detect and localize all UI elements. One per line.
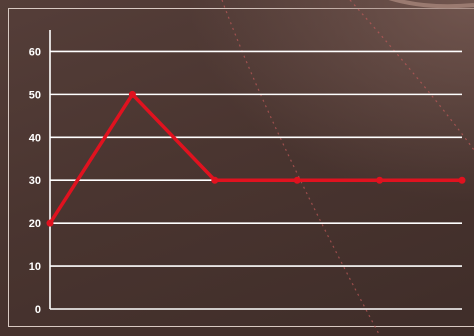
y-tick-label-40: 40 bbox=[29, 132, 41, 144]
y-tick-label-20: 20 bbox=[29, 218, 41, 230]
data-point-1 bbox=[128, 90, 136, 98]
data-point-5 bbox=[458, 176, 466, 184]
series-layer bbox=[46, 90, 466, 227]
y-tick-label-60: 60 bbox=[29, 46, 41, 58]
y-tick-label-50: 50 bbox=[29, 89, 41, 101]
data-point-3 bbox=[293, 176, 301, 184]
data-point-4 bbox=[376, 176, 384, 184]
data-point-2 bbox=[211, 176, 219, 184]
y-tick-label-0: 0 bbox=[35, 304, 41, 316]
y-tick-label-10: 10 bbox=[29, 261, 41, 273]
y-tick-labels: 0 10 20 30 40 50 60 bbox=[29, 46, 41, 316]
series-line-0 bbox=[48, 91, 462, 225]
y-tick-label-30: 30 bbox=[29, 175, 41, 187]
data-point-0 bbox=[46, 219, 54, 227]
